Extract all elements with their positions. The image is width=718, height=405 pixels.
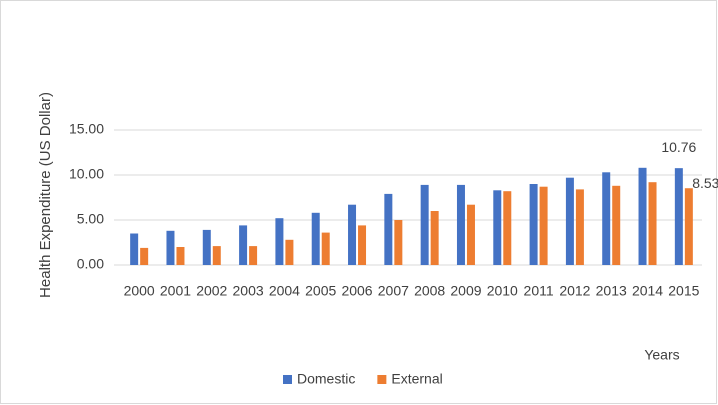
bar [275,218,284,265]
bar [348,204,357,265]
bar [384,193,393,265]
data-label: 8.53 [692,175,718,191]
bar [202,229,211,265]
bar [394,220,403,265]
y-tick-label: 10.00 [69,166,104,182]
x-tick-label: 2001 [160,283,191,299]
legend-swatch [283,375,292,384]
bar [420,184,429,265]
x-tick-label: 2009 [450,283,481,299]
x-tick-label: 2000 [124,283,155,299]
x-tick-label: 2007 [378,283,409,299]
bar [140,247,149,265]
bar [493,190,502,265]
data-label: 10.76 [661,139,696,155]
bar [456,184,465,265]
legend-label: Domestic [297,371,355,387]
x-tick-label: 2004 [269,283,300,299]
bar [602,172,611,265]
bar [321,232,330,265]
bar [311,212,320,265]
x-tick-label: 2011 [524,283,554,299]
x-tick-label: 2005 [305,283,336,299]
bar [430,211,439,265]
x-tick-label: 2012 [559,283,590,299]
x-tick-label: 2015 [668,283,699,299]
y-tick-label: 15.00 [69,121,104,137]
x-tick-label: 2002 [196,283,227,299]
x-tick-label: 2014 [632,283,663,299]
bar [466,204,475,265]
bar [239,225,248,265]
bar [684,188,693,265]
y-axis-title: Health Expenditure (US Dollar) [37,92,54,298]
bar [130,233,139,265]
x-tick-label: 2003 [233,283,264,299]
bar [285,239,294,265]
bar [503,191,512,265]
x-tick-label: 2010 [487,283,518,299]
bar [358,225,367,265]
y-tick-label: 0.00 [77,256,104,272]
legend-swatch [377,375,387,384]
y-tick-label: 5.00 [77,211,104,227]
x-tick-label: 2013 [596,283,627,299]
bar [166,230,175,265]
bar [176,247,185,265]
x-axis-title: Years [644,347,679,363]
bar [539,186,548,265]
bar [648,182,657,265]
x-tick-label: 2008 [414,283,445,299]
bar [529,184,538,265]
bar [565,177,574,265]
legend-label: External [391,371,442,387]
bar [612,185,621,265]
bar [575,189,584,265]
bar [212,246,221,265]
bar [638,167,647,265]
bar [674,168,683,265]
bar [249,246,258,265]
x-tick-label: 2006 [341,283,372,299]
